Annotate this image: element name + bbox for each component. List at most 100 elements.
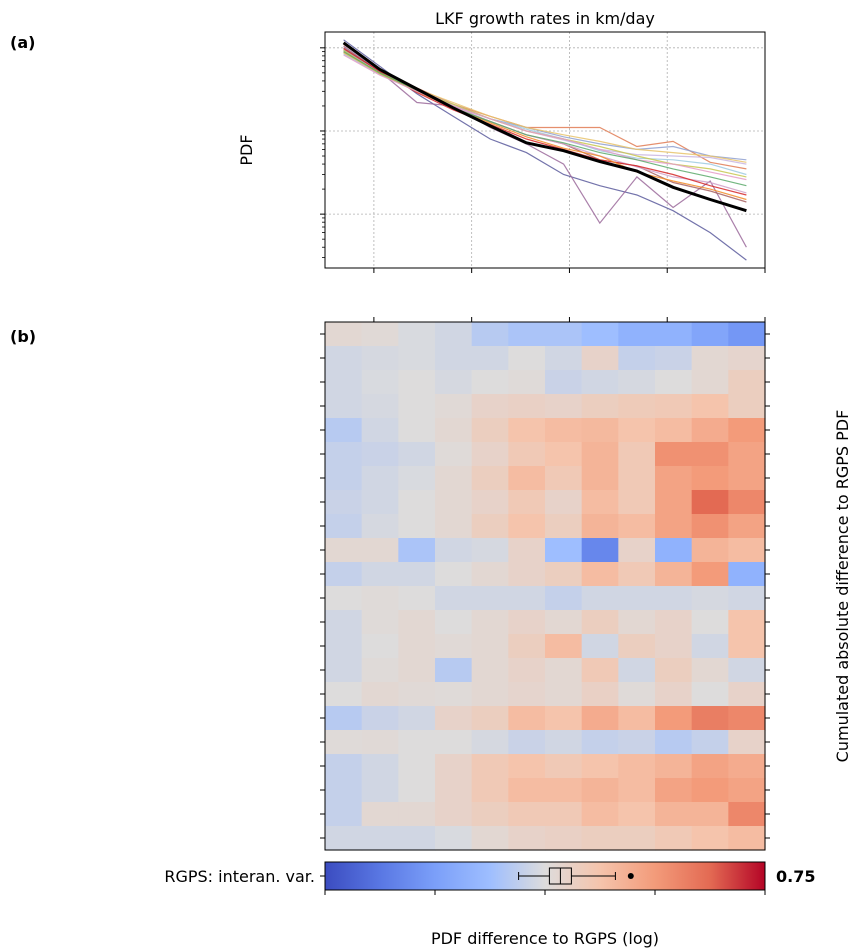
heatmap-cell [728,490,766,515]
heatmap-cell [545,346,583,371]
heatmap-cell [361,754,399,779]
heatmap-cell [728,658,766,683]
heatmap-cell [691,658,729,683]
heatmap-cell [545,634,583,659]
heatmap-cell [728,706,766,731]
heatmap-cell [728,322,766,347]
line-chart-ylabel: PDF [237,134,256,165]
heatmap-cell [361,706,399,731]
heatmap-cell [581,562,619,587]
heatmap-cell [545,322,583,347]
heatmap-cell [471,730,509,755]
heatmap-cell [545,418,583,443]
heatmap-cell [728,346,766,371]
heatmap-cell [398,610,436,635]
heatmap-top-ticks [373,317,766,322]
heatmap-cell [581,586,619,611]
heatmap-cell [398,394,436,419]
heatmap-cell [655,562,693,587]
heatmap-cell [435,346,473,371]
heatmap-cell [545,730,583,755]
heatmap-cell [728,586,766,611]
heatmap-cell [508,418,546,443]
heatmap-cell [435,754,473,779]
heatmap-cell [508,658,546,683]
heatmap-right-ylabel: Cumulated absolute difference to RGPS PD… [833,410,852,763]
heatmap-cell [361,466,399,491]
heatmap-cell [398,826,436,851]
heatmap-cell [618,634,656,659]
heatmap-cell [435,322,473,347]
boxplot-outlier [627,873,634,879]
heatmap-cell [581,802,619,827]
heatmap-cell [545,610,583,635]
heatmap-cell [361,514,399,539]
heatmap-cell [471,610,509,635]
heatmap-cell [398,466,436,491]
heatmap-cell [361,490,399,515]
heatmap-cell [508,514,546,539]
heatmap-cell [618,322,656,347]
heatmap-cell [728,730,766,755]
heatmap-cell [618,514,656,539]
heatmap-cell [618,562,656,587]
heatmap-cell [655,418,693,443]
heatmap-row-labels [320,333,325,839]
heatmap-cell [398,346,436,371]
heatmap-cell [728,610,766,635]
heatmap-cell [471,370,509,395]
heatmap-cell [728,634,766,659]
heatmap-cell [471,346,509,371]
colorbar-ticks [320,875,766,895]
line-series-11 [343,49,747,178]
heatmap-cell [655,346,693,371]
line-x-ticks [373,268,766,273]
heatmap-cell [728,466,766,491]
heatmap-cell [435,586,473,611]
heatmap-cell [325,562,363,587]
heatmap-cell [581,418,619,443]
heatmap-cell [398,682,436,707]
heatmap-cell [581,370,619,395]
heatmap-cell [398,442,436,467]
heatmap-cell [471,778,509,803]
heatmap-cell [728,562,766,587]
heatmap-cell [398,322,436,347]
heatmap-cell [435,730,473,755]
heatmap-cell [655,778,693,803]
line-y-ticks [320,47,325,259]
heatmap-cell [325,802,363,827]
heatmap-cell [471,754,509,779]
heatmap-cell [508,802,546,827]
heatmap-cell [691,682,729,707]
heatmap-cell [691,394,729,419]
heatmap-cell [325,754,363,779]
heatmap-cell [691,586,729,611]
heatmap-cell [471,562,509,587]
heatmap-cell [471,634,509,659]
heatmap-cell [398,538,436,563]
heatmap-cell [545,802,583,827]
heatmap-cell [655,754,693,779]
heatmap-cell [691,346,729,371]
heatmap-cell [545,562,583,587]
heatmap-cell [471,682,509,707]
line-series-2 [343,45,747,248]
heatmap-cell [545,754,583,779]
line-chart: LKF growth rates in km/day PDF [237,9,766,273]
heatmap-cell [581,730,619,755]
heatmap-cell [618,394,656,419]
heatmap-cell [325,394,363,419]
heatmap-cell [398,586,436,611]
heatmap-cell [655,658,693,683]
heatmap-cell [398,778,436,803]
heatmap-cell [728,514,766,539]
heatmap-cell [691,490,729,515]
heatmap: Cumulated absolute difference to RGPS PD… [320,317,852,851]
heatmap-cell [471,490,509,515]
heatmap-cell [325,514,363,539]
heatmap-cell [325,322,363,347]
heatmap-cell [618,706,656,731]
line-series-8 [343,48,747,196]
